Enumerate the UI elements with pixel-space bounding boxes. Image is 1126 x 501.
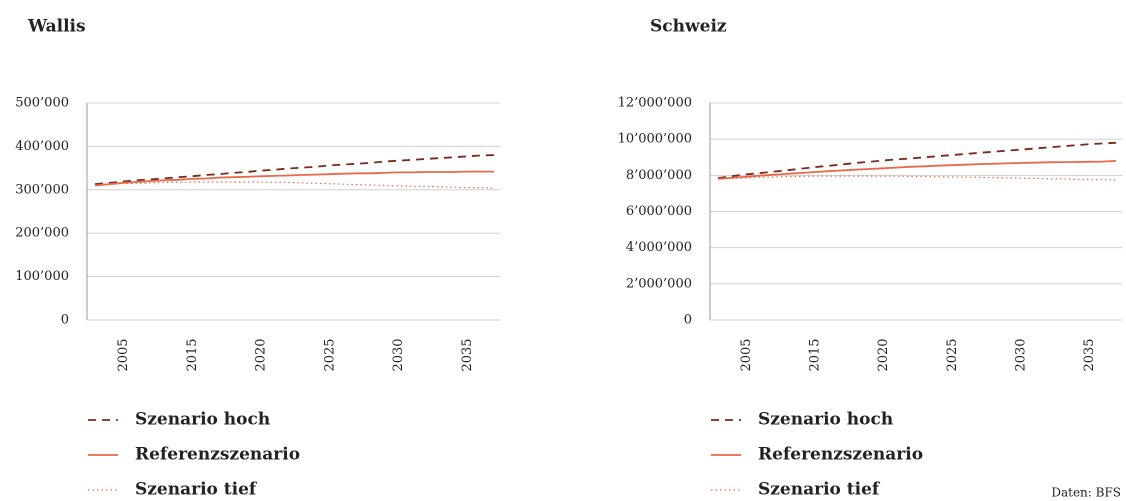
- x-tick-label: 2020: [254, 338, 269, 371]
- line-series: [94, 181, 495, 189]
- x-tick-label: 2025: [945, 338, 960, 371]
- legend-label: Szenario hoch: [135, 410, 270, 430]
- line-series: [94, 154, 495, 186]
- y-tick-label: 10’000’000: [618, 132, 692, 147]
- chart-title: Wallis: [27, 17, 86, 37]
- legend-label: Szenario hoch: [758, 410, 893, 430]
- y-tick-label: 0: [684, 313, 692, 328]
- y-tick-label: 6’000’000: [626, 204, 692, 219]
- legend-label: Referenzszenario: [758, 445, 923, 465]
- x-tick-label: 2030: [391, 338, 406, 371]
- legend-label: Szenario tief: [758, 480, 881, 500]
- y-tick-label: 2’000’000: [626, 276, 692, 291]
- y-tick-label: 300’000: [15, 182, 69, 197]
- y-tick-label: 8’000’000: [626, 168, 692, 183]
- line-series: [94, 170, 494, 187]
- line-series: [717, 160, 1117, 180]
- x-tick-label: 2015: [808, 338, 823, 371]
- source: Daten: BFS: [1051, 486, 1121, 500]
- chart-title: Schweiz: [650, 17, 727, 37]
- y-tick-label: 400’000: [15, 139, 69, 154]
- y-tick-label: 4’000’000: [626, 240, 692, 255]
- line-series: [717, 175, 1117, 181]
- y-tick-label: 100’000: [15, 269, 69, 284]
- x-tick-label: 2005: [116, 338, 131, 371]
- legend-label: Referenzszenario: [135, 445, 300, 465]
- x-tick-label: 2025: [322, 338, 337, 371]
- y-tick-label: 500’000: [15, 96, 69, 111]
- x-tick-label: 2035: [460, 338, 475, 371]
- x-tick-label: 2030: [1013, 338, 1028, 371]
- y-tick-label: 200’000: [15, 226, 69, 241]
- x-tick-label: 2015: [185, 338, 200, 371]
- y-tick-label: 0: [61, 313, 69, 328]
- x-tick-label: 2005: [739, 338, 754, 371]
- legend-label: Szenario tief: [135, 480, 258, 500]
- line-series: [717, 141, 1117, 179]
- x-tick-label: 2020: [876, 338, 891, 371]
- x-tick-label: 2035: [1082, 338, 1097, 371]
- y-tick-label: 12’000’000: [618, 96, 692, 111]
